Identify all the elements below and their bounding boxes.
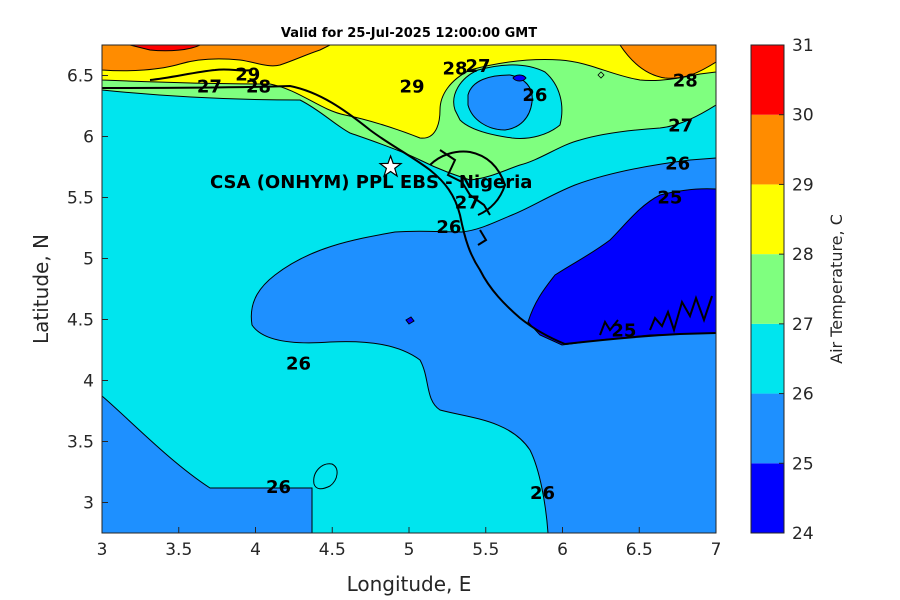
contour-label: 26 [665, 154, 690, 175]
temperature-region-28 [102, 45, 716, 139]
x-tick-label: 4.5 [319, 540, 346, 560]
x-axis: 3 3.5 4 4.5 5 5.5 6 6.5 7 [97, 527, 722, 560]
colorbar-swatch [751, 254, 784, 324]
contour-label: 26 [266, 477, 291, 498]
colorbar-tick-label: 25 [792, 454, 814, 474]
temperature-region-24 [527, 188, 716, 346]
contour-label: 26 [286, 354, 311, 375]
temperature-region-24-spot [512, 74, 527, 82]
colorbar-swatch [751, 323, 784, 394]
y-tick-label: 3 [83, 494, 94, 514]
contour-label: 27 [197, 77, 222, 98]
contour-label: 29 [400, 77, 425, 98]
x-tick-label: 5 [404, 540, 415, 560]
x-tick-label: 6.5 [626, 540, 653, 560]
y-tick-label: 4.5 [67, 311, 94, 331]
colorbar-swatch [751, 45, 784, 115]
colorbar-tick-label: 30 [792, 106, 814, 126]
x-tick-label: 4 [250, 540, 261, 560]
contour-label: 25 [611, 321, 636, 342]
temperature-region-29-west [102, 45, 331, 72]
colorbar-tick-label: 24 [792, 524, 814, 544]
colorbar-swatch [751, 114, 784, 185]
y-axis-title: Latitude, N [29, 234, 53, 344]
contour-label: 28 [246, 77, 271, 98]
y-tick-label: 6 [83, 128, 94, 148]
colorbar-tick-label: 27 [792, 315, 814, 335]
y-tick-label: 6.5 [67, 67, 94, 87]
temperature-region-25-pocket [467, 74, 533, 131]
colorbar-title: Air Temperature, C [827, 214, 846, 364]
colorbar-tick-label: 31 [792, 36, 814, 56]
x-tick-label: 7 [711, 540, 722, 560]
y-tick-label: 5 [83, 250, 94, 270]
colorbar-swatch [751, 184, 784, 255]
x-axis-title: Longitude, E [347, 572, 472, 596]
contour-label: 27 [466, 56, 491, 77]
temperature-region-26-blob [313, 463, 338, 490]
contour-label: 26 [530, 483, 555, 504]
x-tick-label: 3.5 [165, 540, 192, 560]
y-axis: 3 3.5 4 4.5 5 5.5 6 6.5 [67, 67, 108, 514]
temperature-region-27-spot [597, 71, 605, 79]
temperature-region-25-southwest [102, 395, 313, 533]
site-label: CSA (ONHYM) PPL EBS - Nigeria [210, 172, 532, 193]
coastline [102, 68, 716, 345]
contour-label: 29 [235, 65, 260, 86]
contour-label: 25 [657, 188, 682, 209]
y-tick-label: 5.5 [67, 189, 94, 209]
colorbar-tick-label: 29 [792, 175, 814, 195]
colorbar-frame [750, 44, 785, 534]
contour-label: 26 [436, 217, 461, 238]
temperature-region-25-spot [405, 316, 415, 325]
contour-label: 28 [673, 71, 698, 92]
site-star-icon [378, 154, 403, 178]
x-tick-label: 3 [97, 540, 108, 560]
x-tick-label: 6 [557, 540, 568, 560]
colorbar-tick-label: 28 [792, 245, 814, 265]
colorbar-tick-label: 26 [792, 385, 814, 405]
contour-label: 26 [522, 85, 547, 106]
contour-label: 27 [455, 193, 480, 214]
temperature-region-29-east [619, 45, 716, 79]
contour-label: 27 [668, 116, 693, 137]
colorbar-swatch [751, 393, 784, 464]
colorbar-swatch [751, 463, 784, 533]
map-title: Valid for 25-Jul-2025 12:00:00 GMT [281, 26, 537, 41]
colorbar: 24 25 26 27 28 29 30 31 [750, 36, 814, 544]
y-tick-label: 3.5 [67, 433, 94, 453]
y-tick-label: 4 [83, 372, 94, 392]
x-tick-label: 5.5 [472, 540, 499, 560]
contour-label: 28 [443, 58, 468, 79]
